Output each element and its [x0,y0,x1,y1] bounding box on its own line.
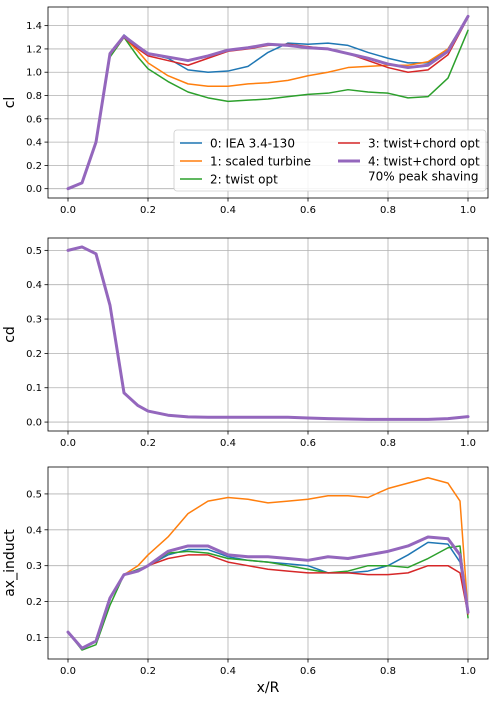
y-tick-label: 0.5 [26,246,42,257]
y-tick-label: 0.1 [26,633,42,644]
y-tick-label: 0.2 [26,349,42,360]
y-tick-label: 0.4 [26,280,42,291]
series-group [66,477,470,651]
x-tick-label: 0.2 [140,205,156,216]
y-tick-label: 0.3 [26,315,42,326]
y-tick-label: 0.6 [26,114,42,125]
x-tick-label: 0.6 [300,438,316,449]
y-tick-label: 1.2 [26,44,42,55]
x-tick-label: 0.6 [300,666,316,677]
x-tick-label: 0.0 [60,438,76,449]
series-line-4 [66,535,470,650]
grid [48,467,488,659]
x-tick-label: 0.4 [220,666,236,677]
x-tick-label: 0.2 [140,438,156,449]
x-tick-label: 0.6 [300,205,316,216]
y-axis-label: cd [2,326,18,343]
x-tick-label: 0.4 [220,438,236,449]
y-tick-label: 0.4 [26,138,42,149]
axes-frame [47,237,489,432]
legend-box [173,129,487,192]
x-tick-label: 1.0 [460,205,476,216]
x-tick-label: 0.8 [380,666,396,677]
y-tick-label: 0.2 [26,597,42,608]
legend-label-0: 0: IEA 3.4-130 [210,137,295,151]
x-tick-label: 1.0 [460,438,476,449]
axes-frame [47,466,489,660]
legend-label-4: 4: twist+chord opt [368,155,480,169]
series-group [66,245,470,421]
y-tick-label: 1.4 [26,21,42,32]
legend: 0: IEA 3.4-130 1: scaled turbine 2: twist … [173,129,487,192]
x-tick-label: 1.0 [460,666,476,677]
legend-label-1: 1: scaled turbine [210,155,311,169]
legend-label-3: 3: twist+chord opt [368,137,480,151]
series-line-4 [66,245,470,421]
axes-frame [47,6,489,199]
y-tick-label: 1.0 [26,68,42,79]
x-tick-label: 0.0 [60,205,76,216]
x-tick-label: 0.8 [380,205,396,216]
legend-label-2: 2: twist opt [210,173,278,187]
series-line-4 [66,14,470,191]
cd-panel: 0.0 0.2 0.4 0.6 0.8 1.0 0.0 0.1 0.2 0.3 0.4 0.5 cd [2,237,489,449]
legend-label-4: 70% peak shaving [368,170,478,184]
x-tick-label: 0.8 [380,438,396,449]
y-tick-label: 0.1 [26,383,42,394]
x-axis-label: x/R [257,680,280,696]
y-tick-label: 0.0 [26,418,42,429]
ax-induct-panel: 0.0 0.2 0.4 0.6 0.8 1.0 0.1 0.2 0.3 0.4 0.5 ax_indu… [2,466,489,696]
cl-panel: 0.0 0.2 0.4 0.6 0.8 1.0 0.0 0.2 0.4 0.6 0.8 1.0 1.2 1… [2,6,489,216]
y-axis-label: ax_induct [2,529,18,597]
y-axis-label: cl [2,97,18,109]
x-tick-label: 0.4 [220,205,236,216]
y-tick-label: 0.0 [26,184,42,195]
y-tick-label: 0.3 [26,561,42,572]
grid [48,7,488,198]
series-group [66,14,470,191]
x-tick-label: 0.0 [60,666,76,677]
grid [48,238,488,431]
y-tick-label: 0.5 [26,489,42,500]
y-tick-label: 0.2 [26,161,42,172]
x-tick-label: 0.2 [140,666,156,677]
y-tick-label: 0.4 [26,525,42,536]
y-tick-label: 0.8 [26,91,42,102]
